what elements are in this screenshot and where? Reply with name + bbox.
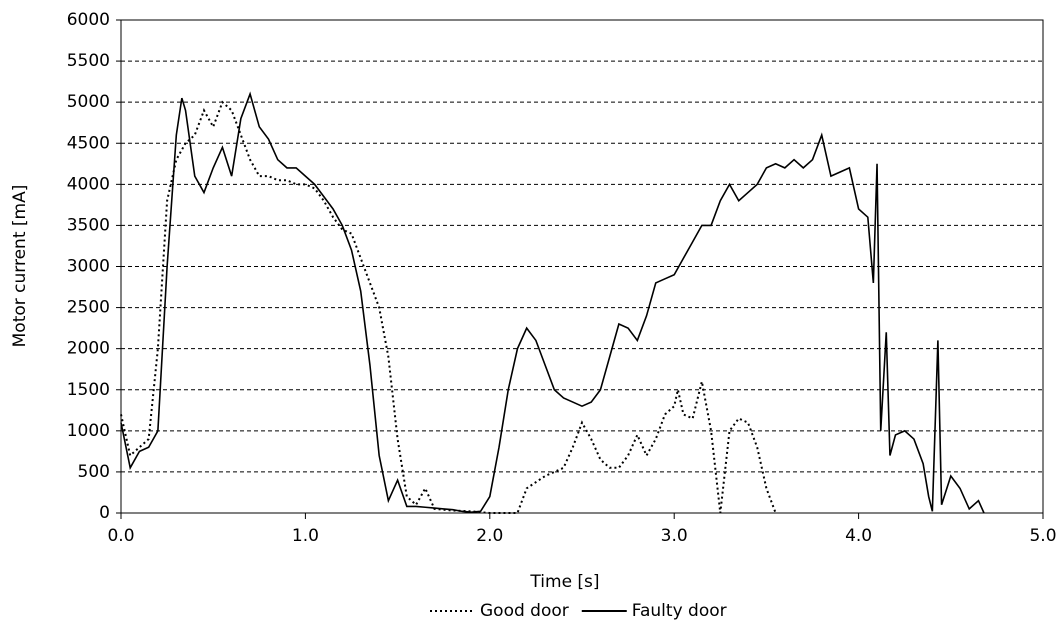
y-tick-label: 3000 bbox=[67, 257, 110, 277]
legend-label: Good door bbox=[480, 601, 569, 621]
x-tick-label: 1.0 bbox=[292, 526, 319, 546]
line-series bbox=[120, 91, 985, 514]
y-tick-label: 1000 bbox=[67, 421, 110, 441]
y-tick-label: 4000 bbox=[67, 174, 110, 194]
x-axis-title: Time [s] bbox=[529, 572, 599, 592]
plot-frame bbox=[120, 19, 1044, 514]
x-tick-label: 3.0 bbox=[661, 526, 688, 546]
x-tick-label: 4.0 bbox=[845, 526, 872, 546]
y-tick-label: 4500 bbox=[67, 133, 110, 153]
y-tick-label: 5000 bbox=[67, 92, 110, 112]
y-tick-label: 500 bbox=[78, 462, 110, 482]
legend-label: Faulty door bbox=[632, 601, 727, 621]
y-tick-label: 2000 bbox=[67, 339, 110, 359]
x-tick-label: 0.0 bbox=[107, 526, 134, 546]
x-tick-label: 5.0 bbox=[1029, 526, 1056, 546]
y-axis-title: Motor current [mA] bbox=[10, 185, 30, 348]
y-tick-label: 1500 bbox=[67, 380, 110, 400]
y-tick-label: 0 bbox=[99, 503, 110, 523]
y-tick-label: 6000 bbox=[67, 10, 110, 30]
line-series bbox=[120, 100, 777, 514]
y-tick-label: 3500 bbox=[67, 215, 110, 235]
y-tick-label: 5500 bbox=[67, 51, 110, 71]
y-tick-label: 2500 bbox=[67, 298, 110, 318]
x-tick-label: 2.0 bbox=[476, 526, 503, 546]
